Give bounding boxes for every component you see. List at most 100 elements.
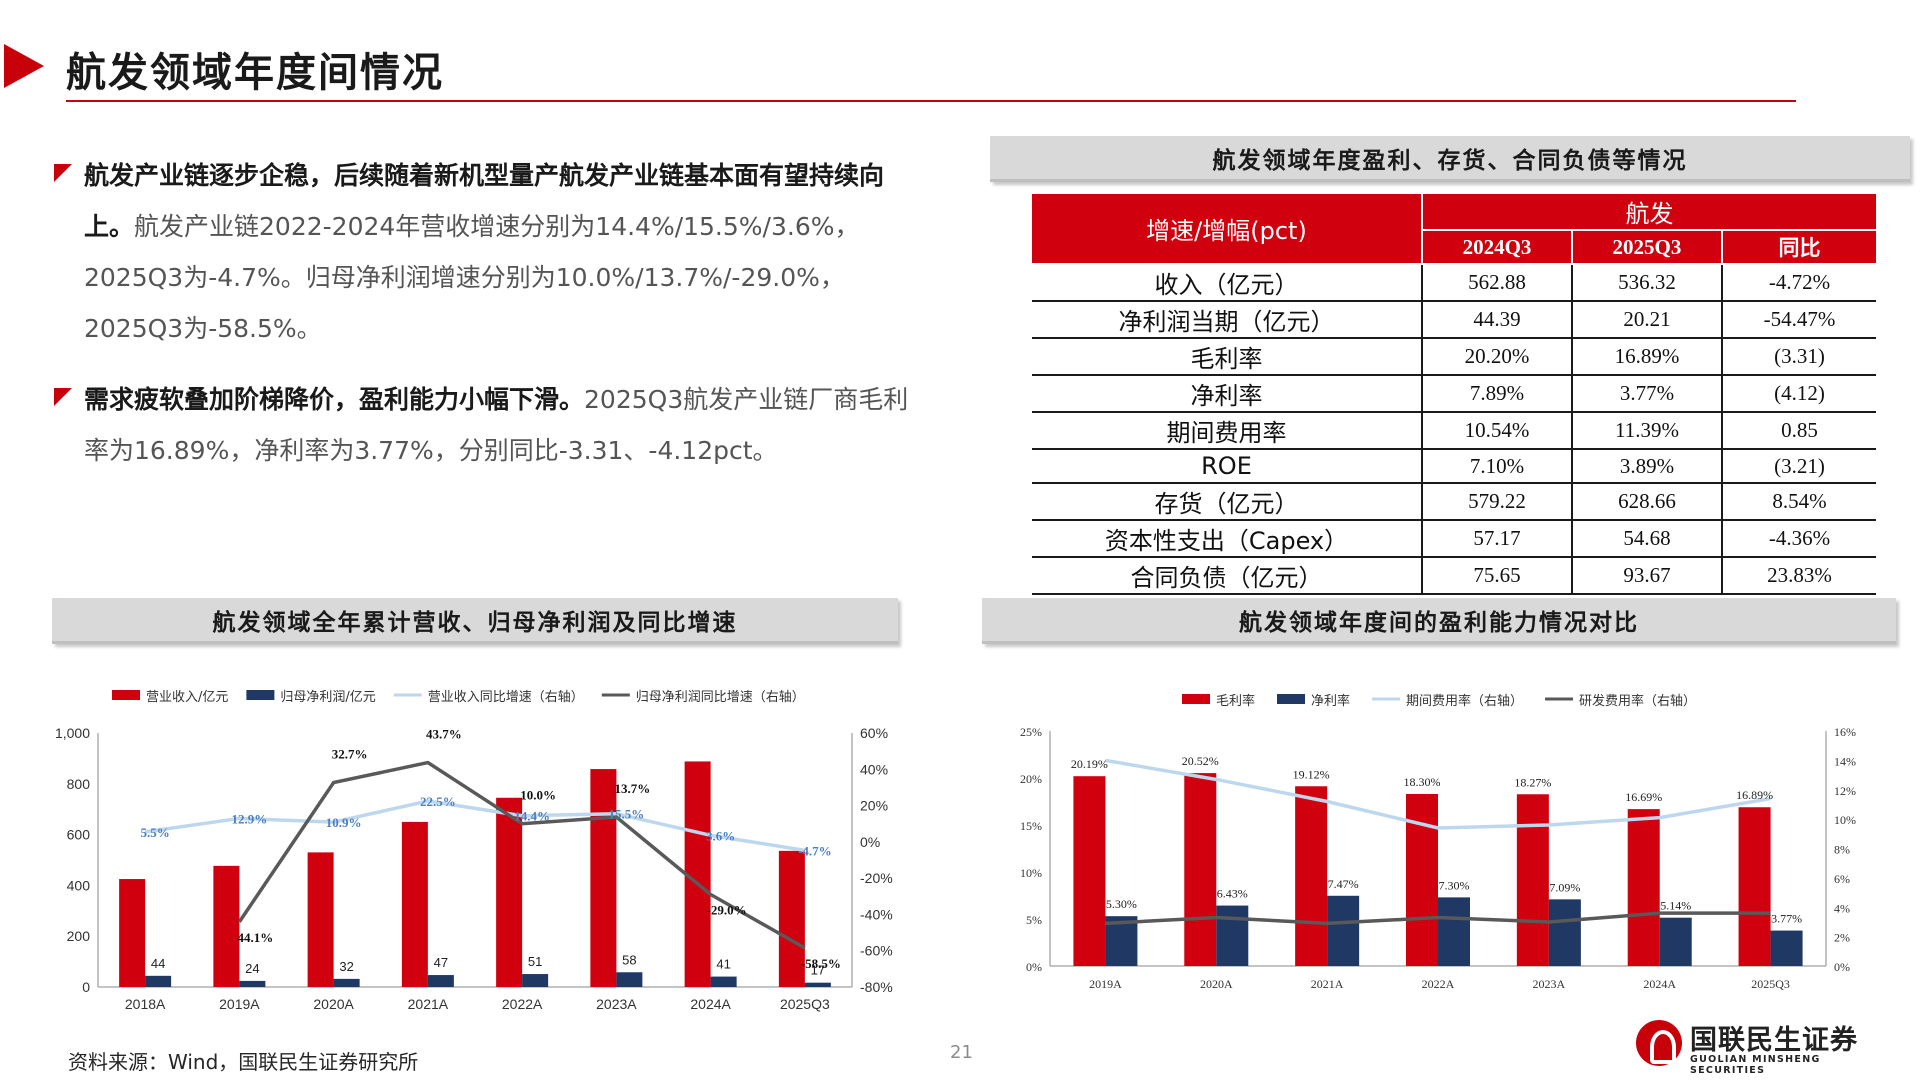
cell: 20.21 [1570, 301, 1722, 339]
bullet-list: 航发产业链逐步企稳，后续随着新机型量产航发产业链基本面有望持续向上。航发产业链2… [52, 150, 912, 496]
bar [804, 982, 831, 987]
left-chart-title: 航发领域全年累计营收、归母净利润及同比增速 [52, 598, 898, 644]
legend-label: 毛利率 [1216, 693, 1255, 709]
data-label: 20.19% [1071, 757, 1108, 771]
cell: 54.68 [1570, 520, 1722, 558]
y2-tick-label: 16% [1834, 725, 1856, 739]
y2-tick-label: 4% [1834, 901, 1850, 915]
series-line [1105, 758, 1771, 830]
cell: 8.54% [1720, 483, 1876, 521]
data-label: 13.7% [615, 781, 651, 796]
legend-swatch [1182, 694, 1210, 704]
legend-label: 研发费用率（右轴） [1579, 693, 1696, 709]
bar [1438, 897, 1470, 966]
source-note: 资料来源：Wind，国联民生证券研究所 [68, 1050, 419, 1074]
y2-tick-label: -20% [860, 870, 893, 886]
data-label: 14.4% [514, 809, 550, 824]
table-row: 存货（亿元） 579.22 628.66 8.54% [1032, 483, 1876, 521]
bar [1216, 905, 1249, 966]
y-tick-label: 600 [67, 827, 91, 843]
legend-label: 营业收入/亿元 [146, 690, 228, 705]
table-header-label: 增速/增幅(pct) [1032, 194, 1422, 265]
data-label: 51 [528, 954, 542, 969]
row-label: 存货（亿元） [1032, 483, 1422, 521]
bullet-bold: 航发产业链逐步企稳，后续随着新机型量产航发产业链基本面有望持续向上。 [84, 161, 885, 241]
bar [522, 974, 549, 987]
data-label: 43.7% [426, 727, 462, 742]
data-label: 18.27% [1514, 775, 1551, 789]
legend-swatch [246, 690, 275, 700]
x-tick-label: 2019A [219, 996, 260, 1012]
y2-tick-label: 20% [860, 798, 888, 814]
y2-tick-label: 10% [1834, 813, 1856, 827]
table-row: 净利率 7.89% 3.77% (4.12) [1032, 375, 1876, 413]
data-label: 16.89% [1736, 788, 1773, 802]
bullet-triangle-icon [54, 388, 72, 406]
column-header: 2024Q3 [1421, 230, 1572, 265]
legend-label: 净利率 [1311, 693, 1350, 709]
bullet-text: 需求疲软叠加阶梯降价，盈利能力小幅下滑。2025Q3航发产业链厂商毛利率为16.… [84, 374, 912, 476]
bullet-item: 需求疲软叠加阶梯降价，盈利能力小幅下滑。2025Q3航发产业链厂商毛利率为16.… [52, 374, 912, 476]
data-label: 12.9% [232, 811, 268, 826]
cell: 44.39 [1421, 301, 1572, 339]
cell: 20.20% [1421, 338, 1572, 376]
data-label: 7.09% [1549, 880, 1580, 894]
data-label: 32 [339, 959, 353, 974]
x-tick-label: 2020A [1200, 977, 1233, 991]
y-tick-label: 1,000 [55, 725, 90, 741]
y2-tick-label: 0% [1834, 960, 1850, 974]
column-header: 同比 [1720, 230, 1876, 265]
y2-tick-label: -80% [860, 979, 893, 995]
bullet-triangle-icon [54, 164, 72, 182]
bullet-body: 航发产业链2022-2024年营收增速分别为14.4%/15.5%/3.6%，2… [84, 212, 860, 343]
bar [119, 879, 146, 987]
bar [239, 980, 266, 987]
y-tick-label: 15% [1020, 819, 1042, 833]
y-tick-label: 25% [1020, 725, 1042, 739]
x-tick-label: 2025Q3 [1751, 977, 1790, 991]
y2-tick-label: 2% [1834, 931, 1850, 945]
bar [590, 769, 617, 987]
cell: 579.22 [1421, 483, 1572, 521]
page-number: 21 [950, 1042, 973, 1063]
data-label: 16.69% [1625, 790, 1662, 804]
bar [1327, 895, 1360, 966]
y-tick-label: 5% [1026, 913, 1042, 927]
cell: 0.85 [1720, 412, 1876, 450]
series-line [144, 799, 806, 853]
x-tick-label: 2021A [408, 996, 449, 1012]
x-tick-label: 2025Q3 [780, 996, 830, 1012]
bar [1548, 899, 1581, 966]
x-tick-label: 2022A [1422, 977, 1455, 991]
financials-table: 增速/增幅(pct) 航发 2024Q3 2025Q3 同比 收入（亿元） 562… [1032, 194, 1876, 595]
y2-tick-label: 14% [1834, 754, 1856, 768]
bullet-text: 航发产业链逐步企稳，后续随着新机型量产航发产业链基本面有望持续向上。航发产业链2… [84, 150, 912, 354]
column-header: 2025Q3 [1570, 230, 1722, 265]
data-label: 3.77% [1771, 912, 1802, 926]
cell: (3.21) [1720, 449, 1876, 484]
row-label: 净利率 [1032, 375, 1422, 413]
cell: 10.54% [1421, 412, 1572, 450]
table-row: ROE 7.10% 3.89% (3.21) [1032, 449, 1876, 484]
data-label: 7.47% [1328, 877, 1359, 891]
data-label: 20.52% [1182, 754, 1219, 768]
logo-mark-icon [1636, 1020, 1682, 1066]
cell: 23.83% [1720, 557, 1876, 595]
y2-tick-label: -40% [860, 906, 893, 922]
bar [1738, 807, 1771, 966]
row-label: 合同负债（亿元） [1032, 557, 1422, 595]
bar [1770, 930, 1803, 966]
legend-label: 营业收入同比增速（右轴） [428, 690, 584, 705]
data-label: 10.0% [520, 788, 556, 803]
cell: 562.88 [1421, 264, 1572, 302]
y2-tick-label: 8% [1834, 843, 1850, 857]
y2-tick-label: -60% [860, 943, 893, 959]
table-row: 净利润当期（亿元） 44.39 20.21 -54.47% [1032, 301, 1876, 339]
title-divider [66, 100, 1796, 102]
data-label: 41 [716, 957, 730, 972]
row-label: 收入（亿元） [1032, 264, 1422, 302]
legend-label: 归母净利润/亿元 [280, 690, 375, 705]
data-label: 3.6% [706, 828, 735, 843]
y2-tick-label: 6% [1834, 872, 1850, 886]
revenue-profit-chart: 0 200 400 600 800 1,000 -80% -60% -40% -20% 0% 20% 4… [55, 690, 893, 1012]
